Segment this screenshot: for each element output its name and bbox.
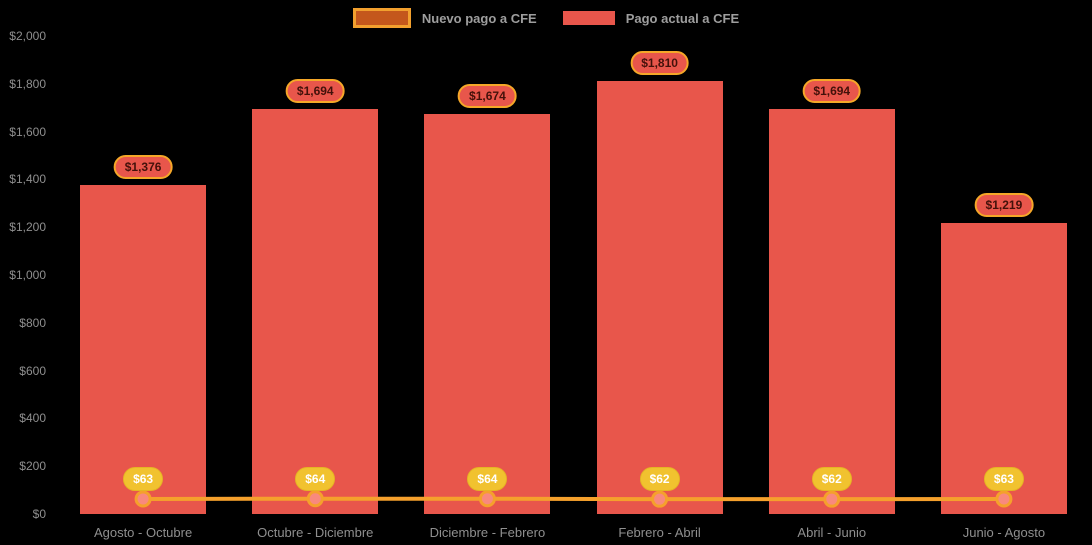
line-point[interactable] — [823, 490, 841, 508]
y-axis-tick-label: $2,000 — [9, 29, 46, 43]
x-axis-label: Octubre - Diciembre — [257, 525, 374, 540]
legend-swatch-actual-icon — [562, 11, 615, 25]
line-value-badge: $63 — [983, 466, 1024, 491]
line-value-badge: $62 — [811, 467, 852, 492]
x-axis-label: Junio - Agosto — [962, 525, 1046, 540]
y-axis-tick-label: $1,600 — [9, 124, 46, 139]
legend-swatch-nuevo-icon — [352, 8, 411, 28]
legend-item-nuevo-pago[interactable]: Nuevo pago a CFE — [352, 8, 537, 28]
x-axis-label: Febrero - Abril — [618, 525, 701, 540]
bar[interactable] — [80, 185, 207, 514]
bar[interactable] — [768, 109, 895, 514]
line-value-badge: $64 — [295, 466, 336, 491]
line-value-badge: $63 — [123, 466, 164, 491]
line-value-badge: $64 — [467, 466, 508, 491]
y-axis-tick-label: $1,400 — [9, 172, 46, 187]
bar-value-badge: $1,376 — [113, 155, 173, 180]
legend: Nuevo pago a CFE Pago actual a CFE — [0, 8, 1092, 28]
x-axis-label: Diciembre - Febrero — [429, 525, 546, 540]
y-axis-tick-label: $600 — [19, 363, 46, 378]
bar-value-badge: $1,810 — [630, 51, 689, 76]
line-value-badge: $62 — [639, 467, 680, 492]
y-axis-tick-label: $1,200 — [9, 220, 46, 235]
bar[interactable] — [596, 81, 723, 514]
bar[interactable] — [424, 113, 551, 514]
line-point[interactable] — [306, 490, 324, 508]
bar-value-badge: $1,219 — [974, 192, 1034, 217]
legend-item-pago-actual[interactable]: Pago actual a CFE — [562, 10, 740, 26]
line-point[interactable] — [134, 490, 152, 508]
y-axis-tick-label: $1,000 — [9, 268, 46, 282]
bar[interactable] — [252, 109, 379, 514]
line-point[interactable] — [478, 490, 496, 508]
bar-value-badge: $1,694 — [285, 79, 345, 104]
line-point[interactable] — [651, 490, 669, 508]
bar-value-badge: $1,694 — [802, 79, 862, 104]
y-axis-tick-label: $800 — [19, 315, 46, 330]
y-axis-tick-label: $1,800 — [9, 76, 46, 91]
legend-label-nuevo-pago: Nuevo pago a CFE — [421, 10, 537, 26]
bar[interactable] — [940, 222, 1067, 514]
x-axis-label: Agosto - Octubre — [93, 525, 193, 540]
line-point[interactable] — [995, 490, 1013, 508]
y-axis-tick-label: $400 — [19, 411, 46, 426]
x-axis-label: Abril - Junio — [797, 525, 867, 540]
bar-value-badge: $1,674 — [458, 83, 517, 108]
y-axis-tick-label: $0 — [32, 507, 46, 521]
y-axis-tick-label: $200 — [19, 459, 46, 474]
legend-label-pago-actual: Pago actual a CFE — [625, 10, 740, 26]
